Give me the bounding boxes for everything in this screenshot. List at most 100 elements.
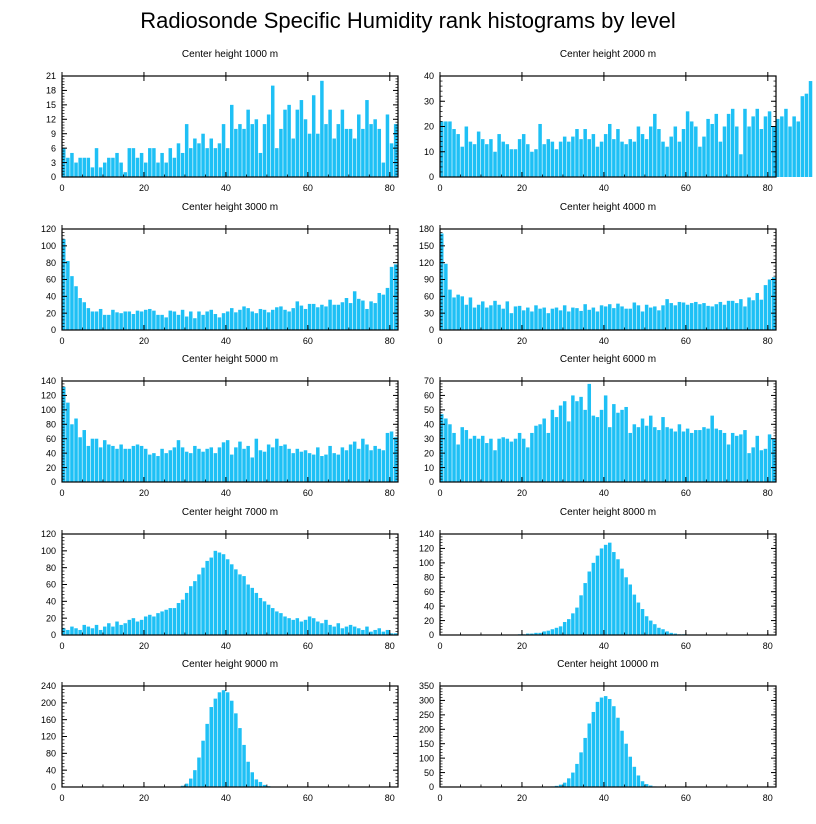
histogram-bar	[784, 108, 788, 177]
histogram-bar	[221, 442, 226, 482]
histogram-bar	[127, 448, 132, 482]
histogram-bar	[464, 126, 469, 177]
histogram-bar	[624, 406, 628, 482]
histogram-bar	[554, 417, 559, 482]
y-tick-label: 20	[46, 308, 56, 318]
y-tick-label: 80	[46, 749, 56, 759]
histogram-bar	[735, 435, 739, 482]
y-tick-label: 150	[419, 241, 434, 251]
histogram-bar	[767, 279, 772, 330]
histogram-bar	[612, 552, 616, 635]
histogram-bar	[517, 139, 522, 178]
histogram-bar	[307, 453, 312, 482]
x-tick-label: 40	[599, 488, 609, 498]
histogram-bar	[254, 779, 259, 787]
histogram-bar	[681, 129, 686, 177]
histogram-bar	[152, 310, 156, 330]
x-tick-label: 20	[139, 336, 149, 346]
y-tick-label: 150	[419, 739, 434, 749]
histogram-bar	[242, 128, 246, 177]
x-tick-label: 0	[437, 641, 442, 651]
histogram-bar	[722, 126, 727, 177]
histogram-bar	[82, 430, 86, 482]
histogram-bar	[275, 438, 279, 482]
histogram-bar	[344, 298, 349, 330]
panel-10: Center height 10000 m 0 20 40 60 80 0 50 100 150 2…	[419, 659, 777, 803]
y-tick-label: 6	[51, 143, 56, 153]
y-tick-label: 0	[51, 325, 56, 335]
histogram-bar	[78, 298, 82, 330]
y-tick-label: 20	[424, 448, 434, 458]
histogram-bar	[521, 438, 526, 482]
histogram-bar	[160, 611, 164, 635]
histogram-bar	[201, 740, 205, 787]
histogram-bar	[595, 417, 600, 482]
histogram-bar	[189, 148, 193, 177]
x-tick-label: 0	[437, 183, 442, 193]
y-tick-label: 90	[424, 275, 434, 285]
histogram-bar	[526, 447, 530, 482]
histogram-bar	[123, 311, 127, 330]
histogram-bar	[119, 313, 123, 330]
histogram-bar	[538, 632, 542, 635]
histogram-bar	[567, 619, 571, 635]
y-tick-label: 60	[46, 434, 56, 444]
y-tick-label: 30	[424, 96, 434, 106]
histogram-bar	[657, 627, 661, 635]
histogram-bar	[98, 308, 103, 330]
histogram-bar	[440, 233, 444, 330]
histogram-bar	[148, 148, 152, 177]
histogram-bar	[628, 139, 632, 178]
histogram-bar	[176, 440, 181, 482]
histogram-bar	[521, 310, 526, 330]
histogram-bar	[311, 618, 316, 635]
histogram-bar	[230, 308, 234, 330]
histogram-bar	[270, 447, 275, 482]
y-tick-label: 250	[419, 710, 434, 720]
histogram-bar	[320, 304, 324, 330]
histogram-bar	[193, 318, 197, 330]
histogram-bar	[722, 432, 727, 482]
histogram-bar	[788, 126, 792, 177]
histogram-bar	[673, 305, 678, 330]
y-tick-label: 100	[41, 241, 56, 251]
histogram-bar	[156, 613, 160, 635]
histogram-bar	[303, 450, 308, 482]
histogram-bar	[160, 448, 164, 482]
histogram-bar	[209, 309, 214, 330]
histogram-bar	[591, 134, 596, 177]
histogram-bar	[554, 627, 559, 635]
y-tick-label: 240	[41, 681, 56, 691]
histogram-bar	[357, 628, 361, 635]
histogram-bar	[295, 301, 300, 330]
histogram-bar	[127, 148, 132, 177]
histogram-bar	[66, 402, 70, 482]
histogram-bar	[505, 438, 510, 482]
histogram-bar	[139, 311, 144, 330]
histogram-bar	[730, 432, 735, 482]
histogram-bar	[612, 404, 616, 482]
y-tick-label: 0	[51, 630, 56, 640]
histogram-bar	[538, 123, 542, 177]
histogram-bar	[653, 624, 657, 635]
histogram-bar	[279, 445, 283, 482]
histogram-bar	[135, 310, 140, 330]
histogram-bar	[209, 447, 214, 482]
histogram-bar	[213, 314, 218, 330]
histogram-bar	[164, 609, 168, 635]
y-tick-label: 60	[46, 275, 56, 285]
histogram-bar	[714, 304, 719, 330]
histogram-bar	[644, 616, 649, 635]
histogram-bar	[620, 730, 624, 787]
histogram-bar	[493, 300, 497, 330]
histogram-bar	[373, 445, 377, 482]
x-tick-label: 20	[139, 641, 149, 651]
histogram-bar	[250, 457, 254, 482]
histogram-bar	[242, 744, 246, 787]
panel-title: Center height 6000 m	[560, 354, 656, 365]
x-tick-label: 80	[763, 641, 773, 651]
y-tick-label: 0	[51, 782, 56, 792]
y-tick-label: 120	[41, 391, 56, 401]
histogram-bar	[135, 621, 140, 635]
histogram-bar	[234, 447, 238, 482]
